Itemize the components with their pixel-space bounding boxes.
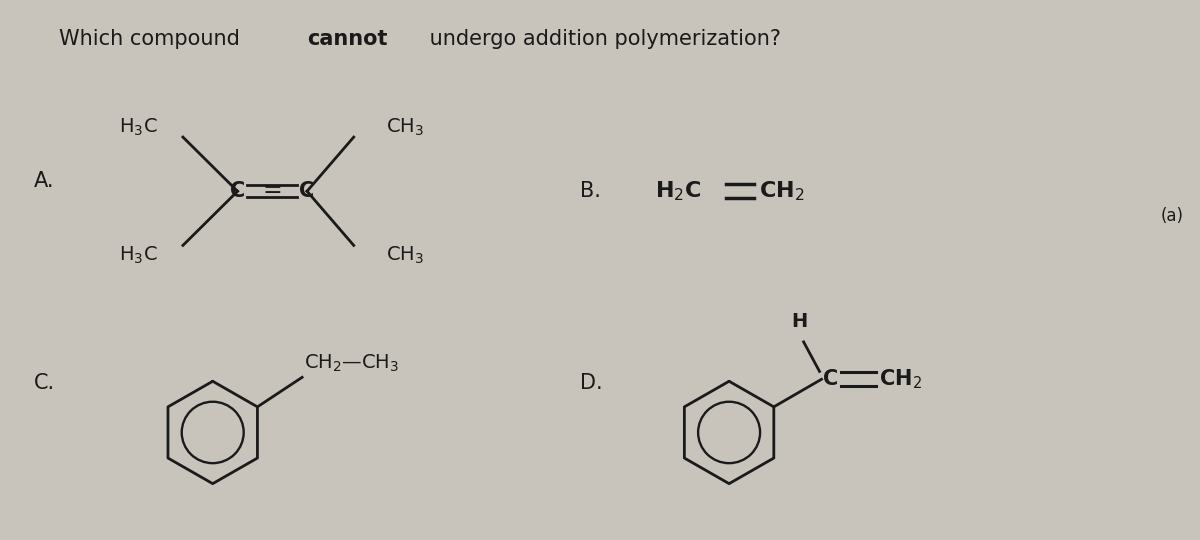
Text: cannot: cannot: [307, 29, 388, 49]
Text: H$_3$C: H$_3$C: [120, 245, 158, 266]
Text: C: C: [823, 369, 839, 389]
Text: C: C: [300, 181, 314, 201]
Text: Which compound: Which compound: [59, 29, 246, 49]
Text: H$_2$C: H$_2$C: [655, 179, 701, 203]
Text: CH$_2$: CH$_2$: [880, 368, 922, 391]
Text: undergo addition polymerization?: undergo addition polymerization?: [424, 29, 781, 49]
Text: H: H: [792, 312, 808, 331]
Text: C.: C.: [34, 373, 55, 393]
Text: B.: B.: [580, 181, 601, 201]
Text: CH$_3$: CH$_3$: [386, 245, 425, 266]
Text: CH$_3$: CH$_3$: [386, 117, 425, 138]
Text: D.: D.: [580, 373, 602, 393]
Text: H$_3$C: H$_3$C: [120, 117, 158, 138]
Text: =: =: [263, 178, 282, 202]
Text: CH$_2$—CH$_3$: CH$_2$—CH$_3$: [304, 353, 400, 374]
Text: C: C: [230, 181, 245, 201]
Text: (a): (a): [1160, 207, 1184, 225]
Text: A.: A.: [34, 171, 54, 191]
Text: CH$_2$: CH$_2$: [758, 179, 804, 203]
